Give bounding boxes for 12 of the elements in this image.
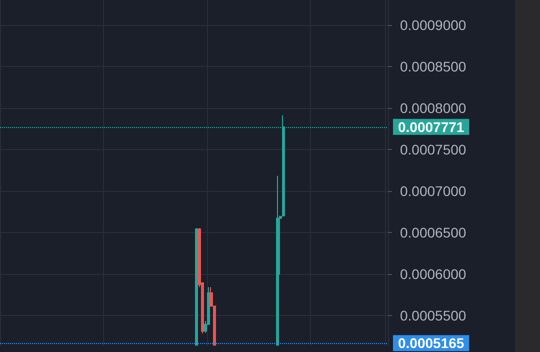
y-tick-label: 0.0006000 <box>400 266 466 282</box>
ref-line-label: 0.0007771 <box>398 118 464 135</box>
y-tick-label: 0.0008000 <box>400 100 466 116</box>
ref-line-label: 0.0005165 <box>398 335 464 352</box>
y-tick-label: 0.0009000 <box>400 16 466 33</box>
y-tick-label: 0.0005500 <box>400 307 466 324</box>
y-tick-label: 0.0006500 <box>400 224 466 240</box>
candlestick <box>276 175 279 346</box>
y-tick-label: 0.0008500 <box>400 58 466 74</box>
candlestick <box>195 228 198 346</box>
y-tick-label: 0.0007500 <box>400 141 466 158</box>
y-tick-label: 0.0007000 <box>400 182 466 199</box>
